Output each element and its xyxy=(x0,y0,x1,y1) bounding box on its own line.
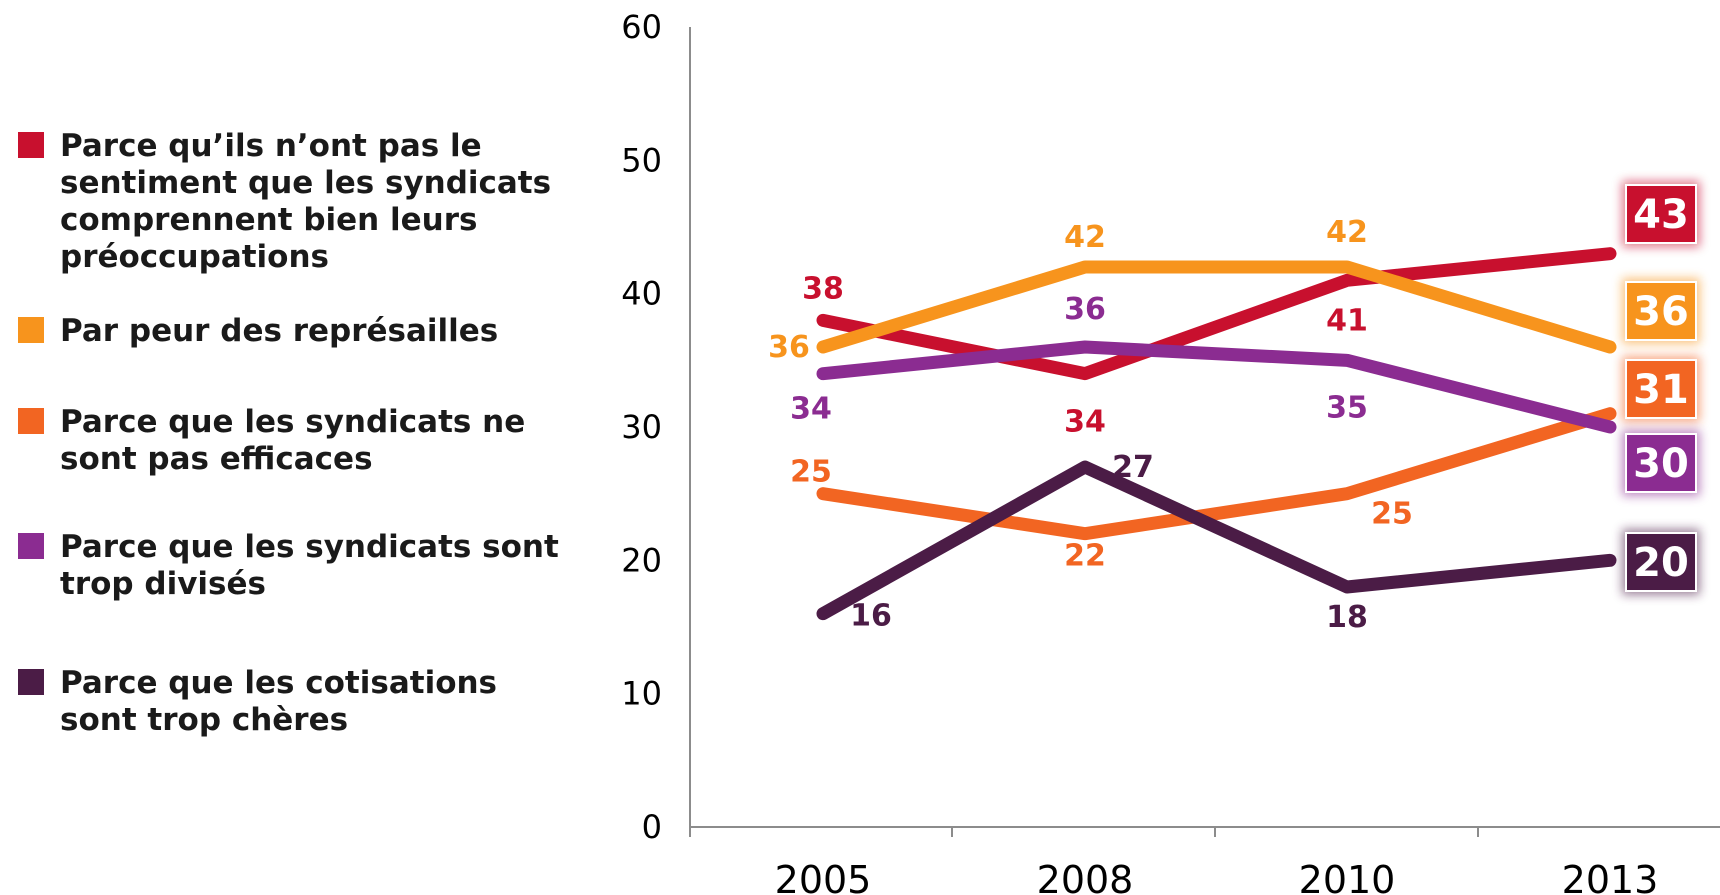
legend-swatch xyxy=(18,533,44,559)
end-value-badge xyxy=(1625,532,1697,592)
y-tick-label: 40 xyxy=(621,275,662,313)
data-labels: 38 34 41 36 42 42 25 22 25 34 36 35 16 27 18 43 36 31 30 20 xyxy=(768,181,1700,635)
series-line-1 xyxy=(816,247,1617,381)
data-label: 35 xyxy=(1326,390,1368,425)
series-line-2 xyxy=(816,260,1617,354)
data-label: 34 xyxy=(1064,405,1106,440)
data-label: 18 xyxy=(1326,600,1368,635)
data-label: 16 xyxy=(850,599,892,634)
x-tick-label: 2010 xyxy=(1299,858,1396,895)
legend-item: Parce que les syndicats ne sont pas effi… xyxy=(18,404,580,478)
x-tick-label: 2008 xyxy=(1037,858,1134,895)
data-label: 38 xyxy=(802,271,844,306)
y-tick-label: 50 xyxy=(621,141,662,179)
y-tick-label: 30 xyxy=(621,408,662,446)
legend-item: Par peur des représailles xyxy=(18,313,580,350)
data-label: 27 xyxy=(1112,450,1154,485)
series-line-4 xyxy=(816,340,1617,434)
legend-swatch xyxy=(18,132,44,158)
end-value-badge xyxy=(1625,281,1697,341)
data-label: 36 xyxy=(768,330,810,365)
legend-label: Parce qu’ils n’ont pas le sentiment que … xyxy=(60,128,552,275)
end-value-badge xyxy=(1625,359,1697,419)
data-label: 25 xyxy=(790,455,832,490)
legend-label: Parce que les syndicats ne sont pas effi… xyxy=(60,404,526,477)
data-label: 22 xyxy=(1064,539,1106,574)
y-tick-label: 10 xyxy=(621,675,662,713)
end-value-label: 36 xyxy=(1633,289,1689,335)
data-label: 42 xyxy=(1064,220,1106,255)
end-value-label: 43 xyxy=(1633,192,1689,238)
legend-label: Parce que les syndicats sont trop divisé… xyxy=(60,529,559,602)
end-value-label: 20 xyxy=(1633,540,1689,586)
data-label: 41 xyxy=(1326,303,1368,338)
legend-label: Par peur des représailles xyxy=(60,313,499,349)
legend-item: Parce que les syndicats sont trop divisé… xyxy=(18,529,580,603)
axes: 0 10 20 30 40 50 60 2005 2008 2010 2013 xyxy=(621,8,1720,895)
end-value-label: 31 xyxy=(1633,367,1689,413)
legend-item: Parce que les cotisations sont trop chèr… xyxy=(18,665,580,739)
y-tick-label: 0 xyxy=(642,808,662,846)
legend-item: Parce qu’ils n’ont pas le sentiment que … xyxy=(18,128,580,276)
end-value-badge xyxy=(1625,433,1697,493)
legend-swatch xyxy=(18,408,44,434)
x-tick-label: 2005 xyxy=(775,858,872,895)
series-line-3 xyxy=(816,407,1617,541)
series-lines xyxy=(816,247,1617,621)
legend-swatch xyxy=(18,317,44,343)
end-value-badge xyxy=(1625,184,1697,244)
series-line-5 xyxy=(816,460,1617,621)
x-tick-label: 2013 xyxy=(1562,858,1659,895)
data-label: 36 xyxy=(1064,292,1106,327)
y-tick-label: 20 xyxy=(621,541,662,579)
legend-swatch xyxy=(18,669,44,695)
data-label: 34 xyxy=(790,392,832,427)
end-value-label: 30 xyxy=(1633,441,1689,487)
data-label: 25 xyxy=(1371,497,1413,532)
y-tick-label: 60 xyxy=(621,8,662,46)
data-label: 42 xyxy=(1326,215,1368,250)
legend-label: Parce que les cotisations sont trop chèr… xyxy=(60,665,498,738)
